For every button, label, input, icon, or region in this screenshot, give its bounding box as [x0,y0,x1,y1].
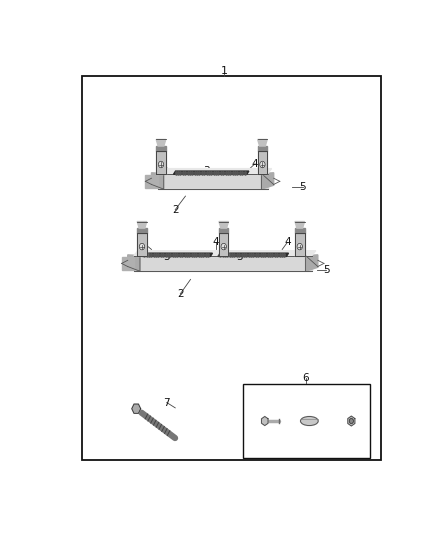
Polygon shape [137,222,147,228]
Text: 7: 7 [163,398,170,408]
Polygon shape [152,173,164,189]
Bar [243,384,371,458]
Polygon shape [145,175,158,188]
Circle shape [297,243,303,250]
Polygon shape [258,146,267,151]
Polygon shape [261,416,268,425]
Polygon shape [258,151,267,174]
Text: 3: 3 [163,252,170,262]
Polygon shape [132,404,141,413]
Polygon shape [137,233,147,256]
Circle shape [350,418,353,424]
Text: 2: 2 [177,289,184,299]
Polygon shape [128,255,140,271]
Text: 4: 4 [252,159,258,168]
Circle shape [158,161,164,168]
Text: 4: 4 [284,238,290,247]
Text: 3: 3 [237,252,243,262]
Polygon shape [261,173,274,189]
Ellipse shape [300,416,318,425]
Polygon shape [258,140,267,146]
Polygon shape [158,174,268,189]
Text: 5: 5 [299,182,306,192]
Polygon shape [295,222,304,228]
Polygon shape [142,253,212,256]
Text: 4: 4 [213,238,219,247]
Circle shape [260,161,265,168]
Text: 5: 5 [323,265,330,275]
Polygon shape [158,168,272,174]
Polygon shape [306,255,318,271]
Polygon shape [134,256,312,271]
Text: 4: 4 [140,238,146,247]
Polygon shape [122,257,134,270]
Polygon shape [348,416,355,426]
Text: 6: 6 [303,373,309,383]
Circle shape [139,243,145,250]
Polygon shape [156,151,166,174]
Text: 1: 1 [221,66,228,76]
Text: 3: 3 [203,166,210,176]
Text: 4: 4 [159,159,165,168]
Polygon shape [156,140,166,146]
Polygon shape [295,228,304,233]
Polygon shape [219,222,229,228]
Polygon shape [219,233,229,256]
Bar [82,76,381,460]
Polygon shape [137,228,147,233]
Polygon shape [134,251,316,256]
Polygon shape [218,253,289,256]
Polygon shape [173,171,249,174]
Polygon shape [219,228,229,233]
Polygon shape [156,146,166,151]
Polygon shape [295,233,304,256]
Text: 2: 2 [172,205,179,215]
Circle shape [221,243,226,250]
